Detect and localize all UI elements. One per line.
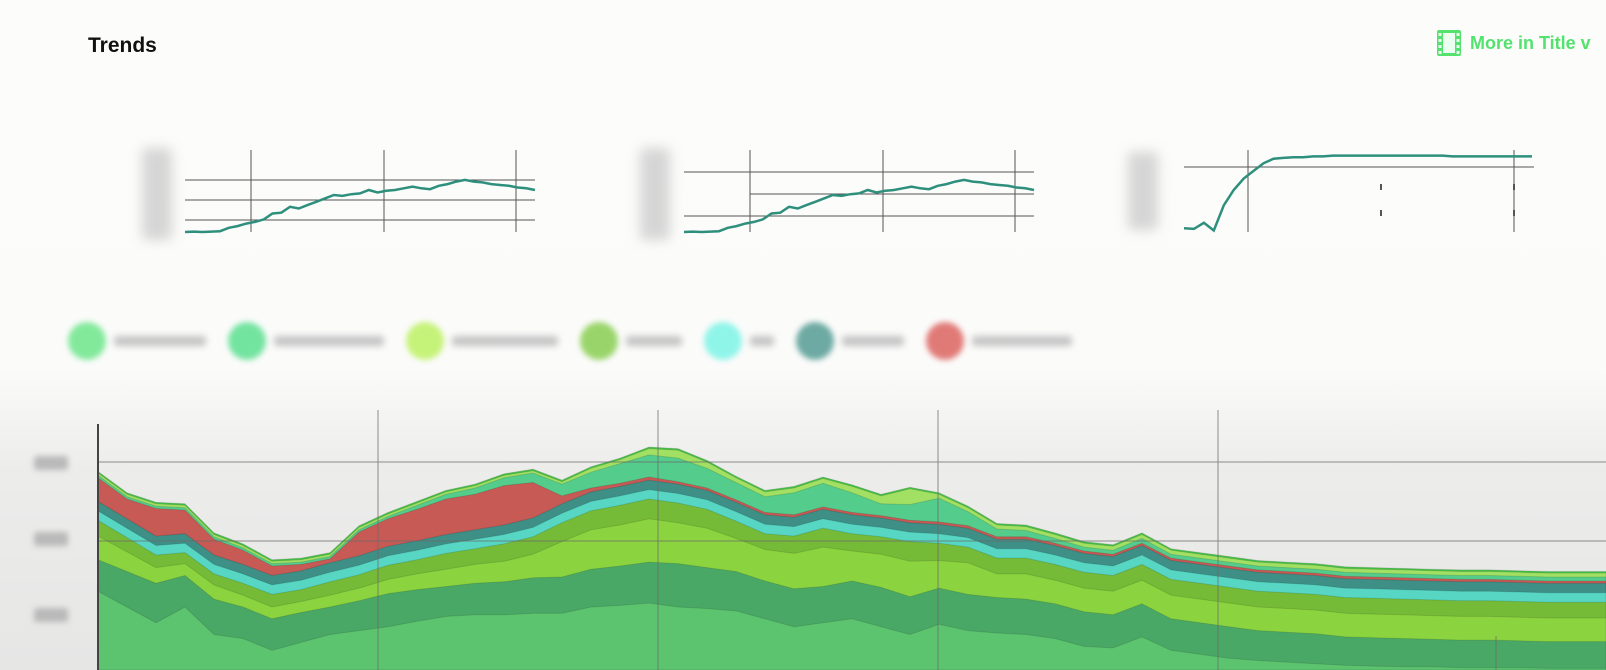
more-in-title-link[interactable]: More in Title v [1436, 28, 1591, 58]
legend-item[interactable] [704, 322, 774, 360]
legend-item[interactable] [796, 322, 904, 360]
legend-swatch [68, 322, 106, 360]
stacked-area-chart [34, 410, 1606, 670]
legend-label [842, 336, 904, 346]
sparkline-2-series [684, 178, 1035, 234]
legend-label [626, 336, 682, 346]
legend-swatch [926, 322, 964, 360]
y-tick-ghost [34, 532, 68, 546]
more-link-label: More in Title v [1470, 32, 1591, 53]
area-layers [97, 446, 1606, 670]
page-title: Trends [88, 34, 157, 57]
sparkline-3-grid [1184, 150, 1534, 232]
y-tick-ghost [34, 608, 68, 622]
sparkline-2-grid [684, 150, 1034, 232]
legend-swatch [228, 322, 266, 360]
legend-label [452, 336, 558, 346]
legend-label [274, 336, 384, 346]
sparkline-chart-3 [1184, 150, 1534, 233]
legend-item[interactable] [580, 322, 682, 360]
legend-swatch [796, 322, 834, 360]
y-axis-ticks [34, 456, 68, 622]
area-series-1 [97, 590, 1606, 670]
sparkline-1-series [185, 178, 536, 234]
sparkline-1-grid [185, 150, 535, 232]
legend-label [972, 336, 1072, 346]
sparkline-3-axis-label [1128, 152, 1158, 230]
legend [68, 322, 1094, 360]
y-tick-ghost [34, 456, 68, 470]
legend-item[interactable] [228, 322, 384, 360]
sparkline-2-axis-label [640, 148, 670, 240]
sparkline-chart-2 [684, 150, 1035, 234]
sparkline-chart-1 [185, 150, 536, 234]
legend-item[interactable] [68, 322, 206, 360]
legend-label [114, 336, 206, 346]
legend-swatch [580, 322, 618, 360]
sparkline-3-series [1184, 154, 1532, 233]
legend-label [750, 336, 774, 346]
legend-swatch [406, 322, 444, 360]
legend-swatch [704, 322, 742, 360]
sparkline-1-axis-label [142, 148, 172, 240]
legend-item[interactable] [406, 322, 558, 360]
film-strip-icon [1437, 30, 1461, 56]
legend-item[interactable] [926, 322, 1072, 360]
main-grid [98, 410, 1606, 670]
